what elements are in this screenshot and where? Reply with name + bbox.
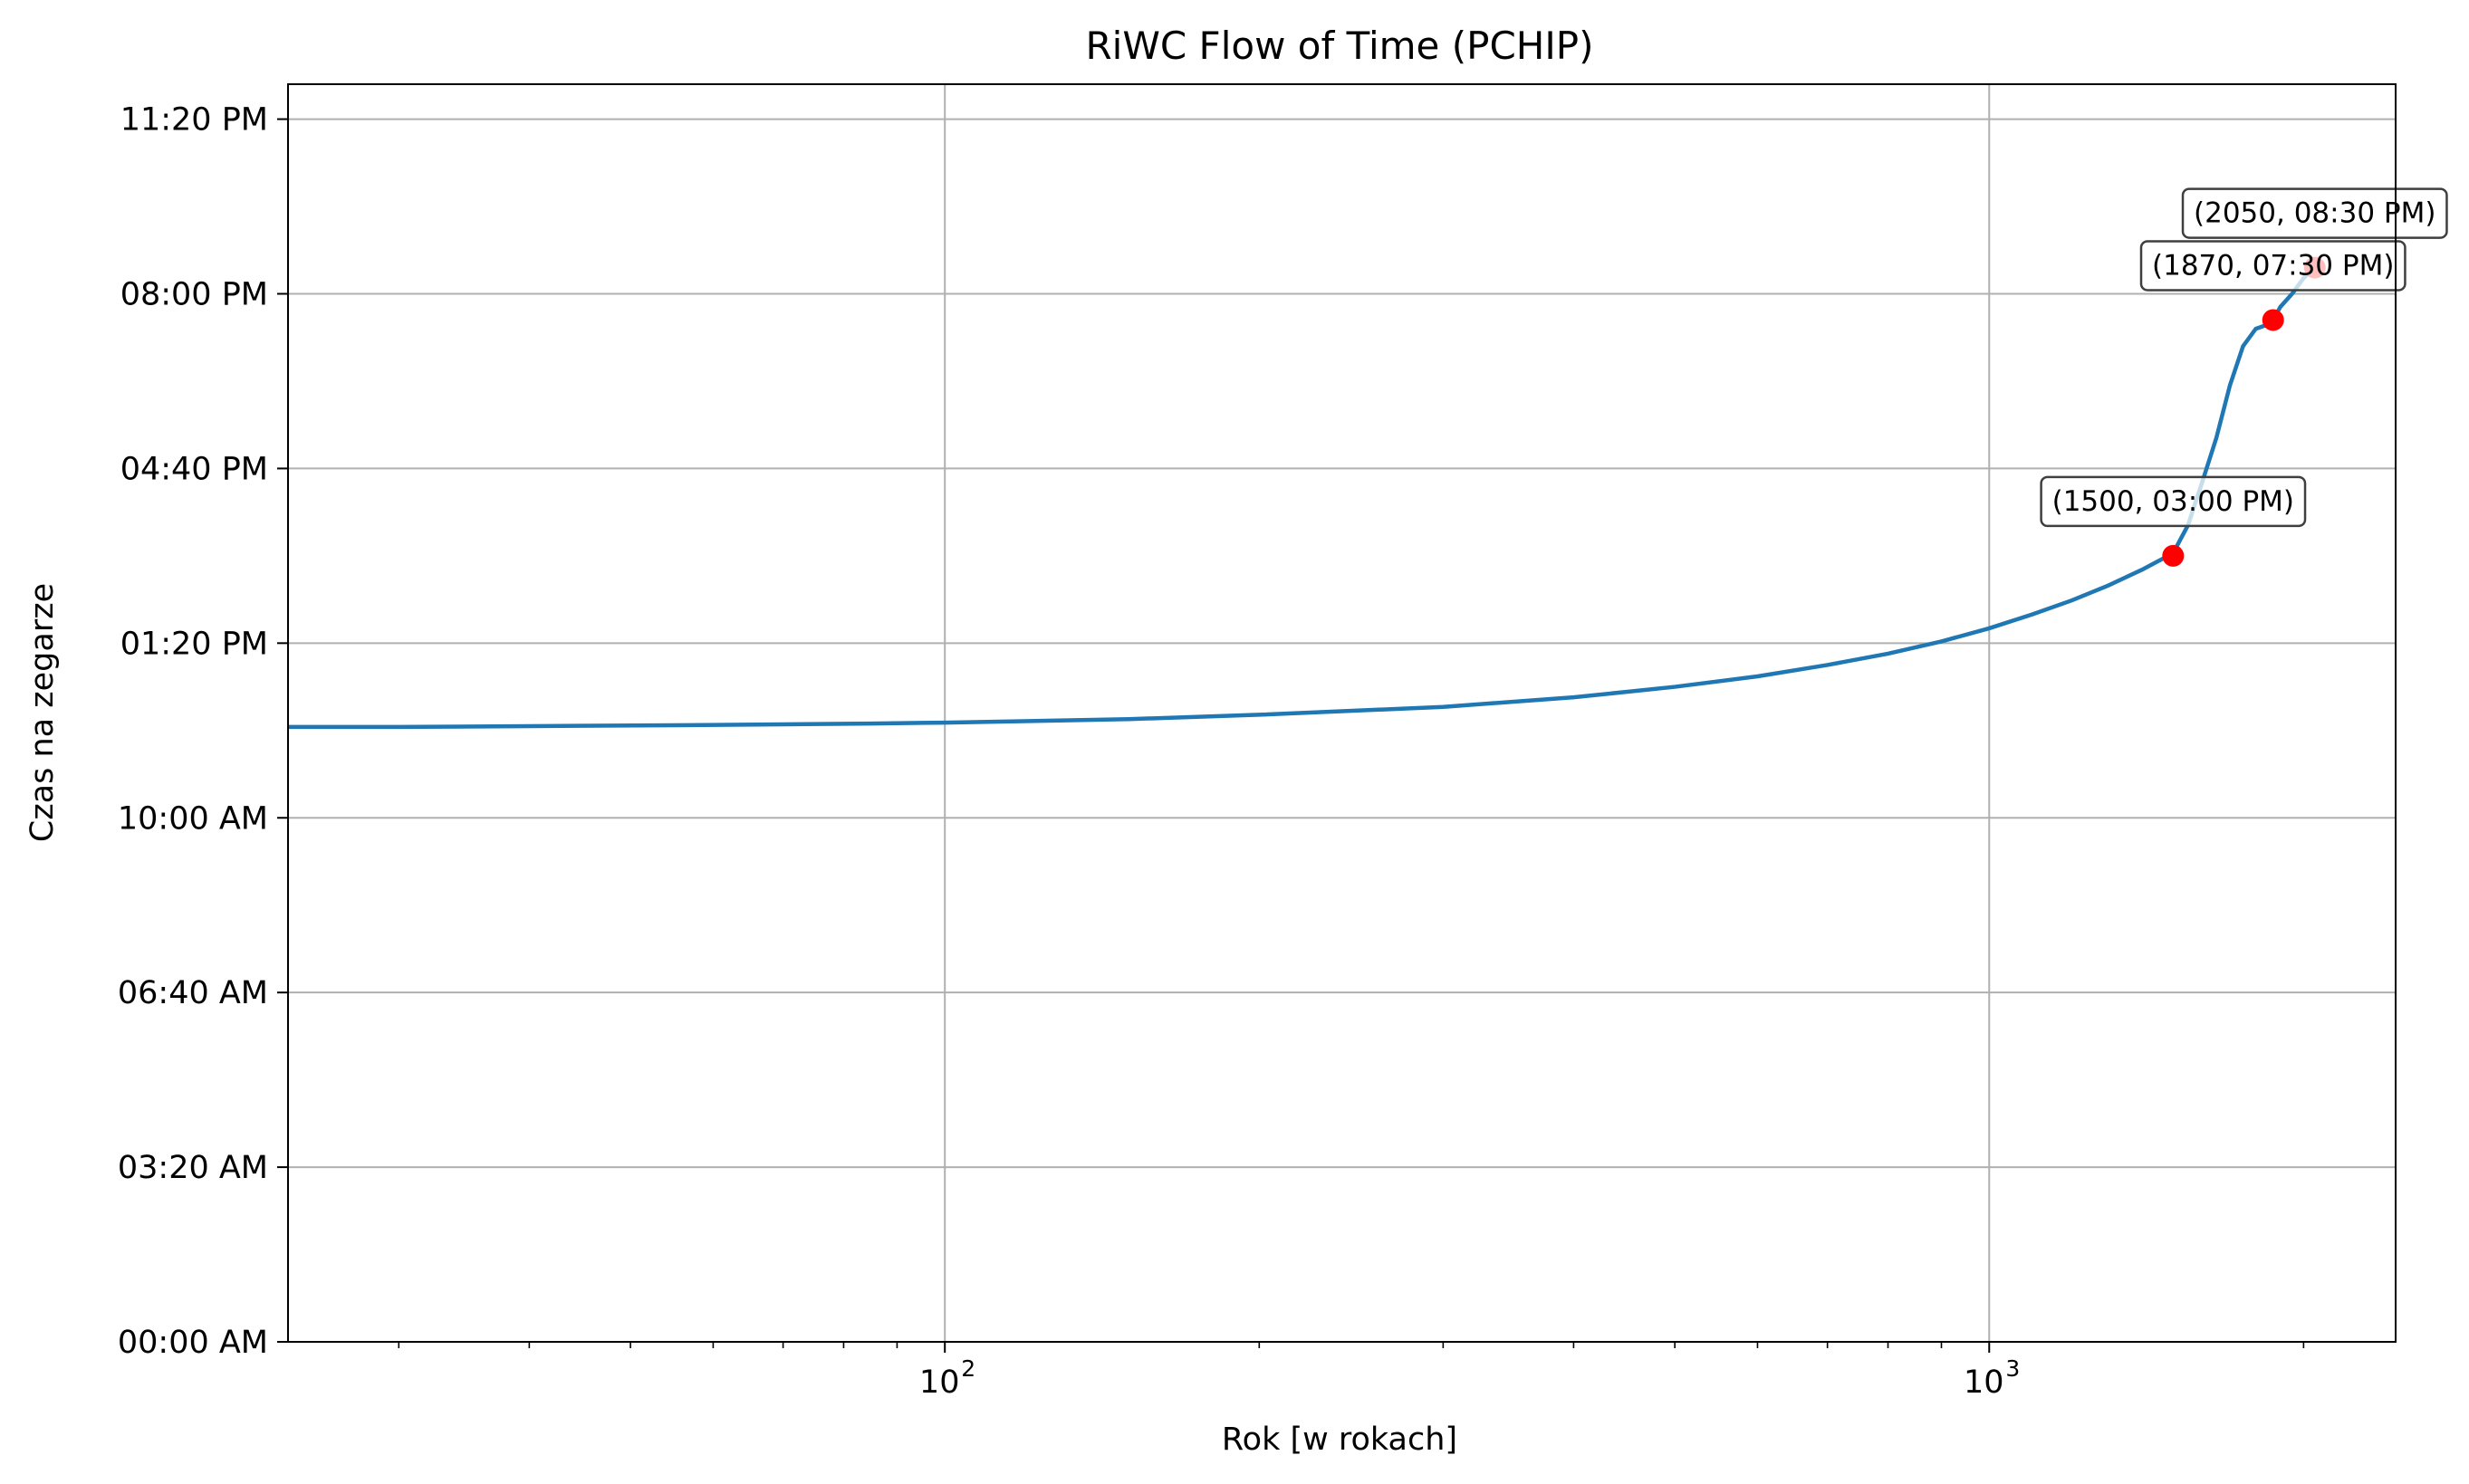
x-tick-label: 10: [919, 1364, 960, 1401]
y-tick-label: 10:00 AM: [118, 800, 268, 837]
x-tick-exponent: 3: [2005, 1355, 2020, 1382]
y-tick-label: 11:20 PM: [120, 102, 268, 139]
data-point: [2262, 309, 2284, 331]
series-line: [288, 265, 2317, 730]
x-tick-exponent: 2: [961, 1355, 975, 1382]
annotation-label: (1500, 03:00 PM): [2052, 485, 2294, 518]
y-tick-label: 08:00 PM: [120, 277, 268, 313]
y-tick-label: 00:00 AM: [118, 1325, 268, 1361]
annotation-box: [2181, 187, 2448, 239]
y-axis-ticks: 00:00 AM 03:20 AM 06:40 AM 10:00 AM 01:20 PM…: [118, 102, 288, 1361]
annotation-box: [2139, 240, 2407, 292]
plot-frame: [287, 83, 2397, 1343]
annotation-box: [2040, 475, 2307, 528]
x-axis-ticks: 10 2 10 3: [919, 1342, 2020, 1401]
annotation: (1870, 07:30 PM): [2139, 240, 2407, 292]
y-tick-label: 01:20 PM: [120, 626, 268, 662]
data-point: [2162, 544, 2185, 567]
annotation-label: (1870, 07:30 PM): [2152, 249, 2394, 282]
annotation-label: (2050, 08:30 PM): [2194, 197, 2435, 230]
chart-title: RiWC Flow of Time (PCHIP): [1086, 24, 1594, 68]
annotation: (1500, 03:00 PM): [2040, 475, 2307, 528]
x-axis-label: Rok [w rokach]: [1222, 1422, 1457, 1458]
y-tick-label: 06:40 AM: [118, 975, 268, 1011]
x-tick-label: 10: [1964, 1364, 2004, 1401]
annotation: (2050, 08:30 PM): [2181, 187, 2448, 239]
y-tick-label: 04:40 PM: [120, 451, 268, 487]
grid-lines: [288, 84, 2396, 1343]
y-tick-label: 03:20 AM: [118, 1150, 268, 1186]
point-annotations: (1500, 03:00 PM) (1870, 07:30 PM) (2050, 0…: [2040, 187, 2448, 528]
minor-ticks: [398, 1342, 2305, 1348]
y-axis-label: Czas na zegarze: [24, 583, 61, 842]
